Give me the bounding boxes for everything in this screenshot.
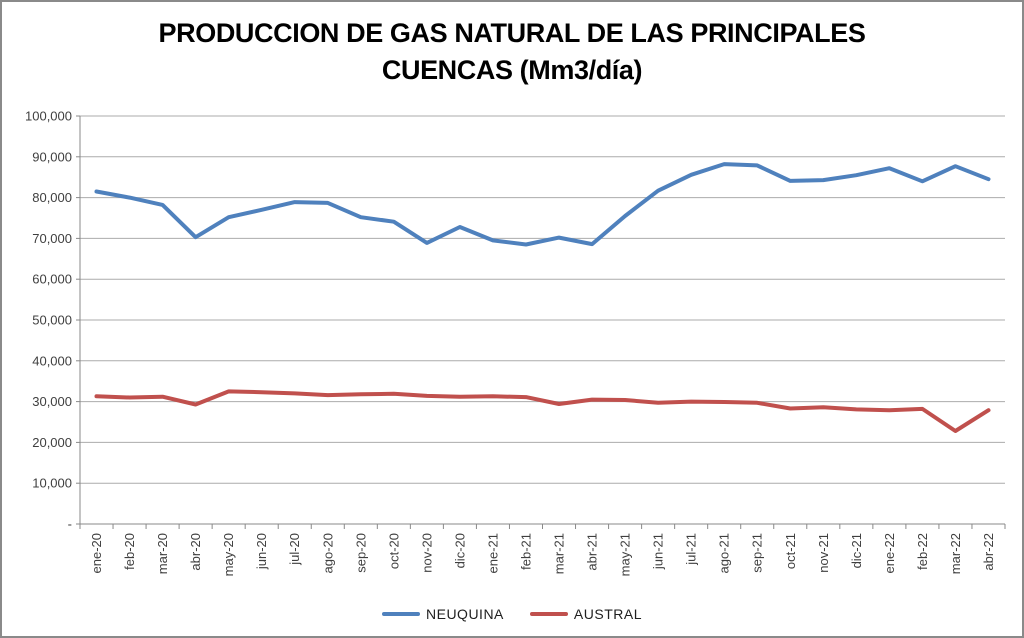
x-tick-label: ene-22: [882, 533, 897, 573]
x-tick-label: nov-21: [816, 533, 831, 573]
y-tick-label: 40,000: [32, 353, 72, 368]
series-line-austral: [94, 389, 991, 433]
y-tick-label: 90,000: [32, 149, 72, 164]
y-tick-label: 10,000: [32, 476, 72, 491]
x-tick-label: mar-21: [552, 533, 567, 574]
x-tick-label: jun-20: [254, 533, 269, 570]
x-tick-label: ene-20: [89, 533, 104, 573]
x-tick-label: dic-21: [849, 533, 864, 568]
x-tick-label: feb-22: [915, 533, 930, 570]
x-tick-label: abr-21: [585, 533, 600, 571]
x-tick-label: dic-20: [452, 533, 467, 568]
x-tick-label: feb-20: [122, 533, 137, 570]
x-tick-label: may-20: [221, 533, 236, 576]
x-tick-label: ene-21: [485, 533, 500, 573]
y-tick-label: 80,000: [32, 190, 72, 205]
legend-label: NEUQUINA: [426, 606, 504, 622]
y-tick-label: 30,000: [32, 394, 72, 409]
x-tick-label: ago-21: [717, 533, 732, 573]
y-tick-label: 60,000: [32, 272, 72, 287]
x-tick-label: mar-20: [155, 533, 170, 574]
x-tick-label: may-21: [618, 533, 633, 576]
chart-legend: NEUQUINA AUSTRAL: [2, 606, 1022, 622]
y-tick-label: 100,000: [25, 109, 72, 124]
x-tick-label: feb-21: [518, 533, 533, 570]
x-tick-label: sep-20: [353, 533, 368, 573]
chart-title-line-1: PRODUCCION DE GAS NATURAL DE LAS PRINCIP…: [158, 18, 866, 48]
x-tick-label: abr-22: [981, 533, 996, 571]
legend-swatch: [529, 612, 568, 616]
x-tick-label: nov-20: [419, 533, 434, 573]
x-tick-label: ago-20: [320, 533, 335, 573]
x-tick-label: jul-21: [684, 533, 699, 566]
legend-swatch: [382, 612, 420, 616]
x-tick-label: jul-20: [287, 533, 302, 566]
legend-label: AUSTRAL: [573, 606, 642, 622]
y-tick-label: 70,000: [32, 231, 72, 246]
series-line-neuquina: [94, 162, 991, 247]
x-tick-label: jun-21: [651, 533, 666, 570]
y-tick-label: -: [68, 517, 72, 532]
x-tick-label: oct-21: [783, 533, 798, 569]
chart-title-line-2: CUENCAS (Mm3/día): [381, 55, 643, 85]
y-tick-label: 20,000: [32, 435, 72, 450]
x-tick-label: oct-20: [386, 533, 401, 569]
y-tick-label: 50,000: [32, 313, 72, 328]
x-tick-label: abr-20: [188, 533, 203, 571]
x-tick-label: sep-21: [750, 533, 765, 573]
legend-item-neuquina: NEUQUINA: [382, 606, 504, 622]
chart-title: PRODUCCION DE GAS NATURAL DE LAS PRINCIP…: [2, 15, 1022, 89]
legend-item-austral: AUSTRAL: [529, 606, 642, 622]
x-tick-label: mar-22: [948, 533, 963, 574]
